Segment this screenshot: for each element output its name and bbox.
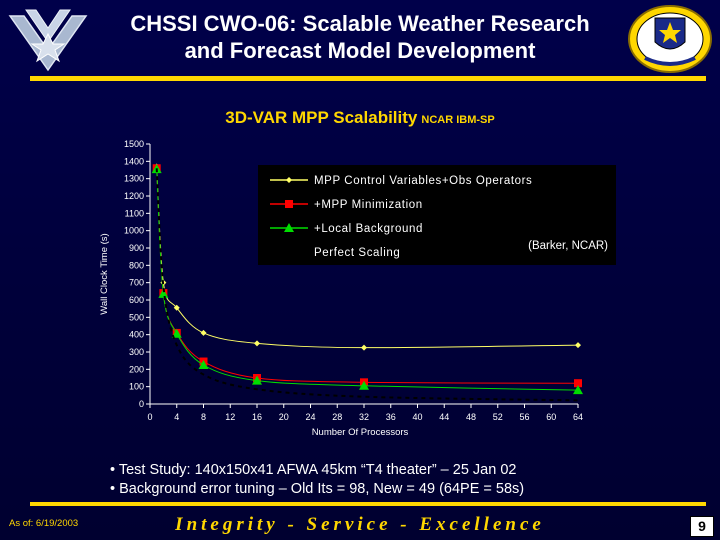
legend-label: MPP Control Variables+Obs Operators [314, 175, 532, 187]
x-tick-label: 52 [493, 412, 503, 422]
slide-title-line1: CHSSI CWO-06: Scalable Weather Research [130, 11, 590, 36]
y-tick-label: 400 [129, 330, 144, 340]
motto-footer: Integrity - Service - Excellence [175, 514, 545, 535]
data-point-diamond [361, 344, 367, 351]
x-tick-label: 0 [147, 412, 152, 422]
x-tick-label: 8 [201, 412, 206, 422]
slide-title: CHSSI CWO-06: Scalable Weather Research … [95, 10, 625, 64]
x-tick-label: 56 [519, 412, 529, 422]
data-point-triangle [252, 375, 262, 385]
x-tick-label: 64 [573, 412, 583, 422]
slide-title-line2: and Forecast Model Development [184, 38, 536, 63]
series-line [155, 168, 579, 402]
top-divider [30, 76, 706, 81]
data-point-triangle [171, 328, 182, 338]
chart-title-text: 3D-VAR MPP Scalability [225, 108, 418, 127]
y-tick-label: 1200 [124, 191, 144, 201]
x-tick-label: 44 [439, 412, 449, 422]
as-of-date: As of: 6/19/2003 [9, 518, 79, 529]
data-point-triangle [158, 288, 169, 298]
chart-axes: 0100200300400500600700800900100011001200… [99, 139, 583, 438]
chart-annotation: (Barker, NCAR) [528, 240, 608, 252]
data-point-diamond [254, 340, 260, 347]
data-point-square [574, 379, 582, 388]
chart-legend: MPP Control Variables+Obs Operators +MPP … [258, 165, 616, 265]
x-tick-label: 60 [546, 412, 556, 422]
bullet-list: • Test Study: 140x150x41 AFWA 45km “T4 t… [110, 461, 524, 499]
data-point-diamond [575, 342, 581, 349]
legend-label: Perfect Scaling [314, 247, 400, 259]
bullet-item: • Background error tuning – Old Its = 98… [110, 481, 525, 497]
page-number: 9 [690, 516, 714, 537]
chart-title: 3D-VAR MPP Scalability NCAR IBM-SP [0, 108, 720, 128]
data-point-triangle [573, 385, 583, 395]
chart-subtitle: NCAR IBM-SP [421, 114, 495, 126]
y-tick-label: 1500 [124, 139, 144, 149]
y-axis-label: Wall Clock Time (s) [99, 233, 110, 314]
y-tick-label: 1400 [124, 156, 144, 166]
y-tick-label: 0 [139, 399, 144, 409]
x-tick-label: 4 [174, 412, 179, 422]
x-tick-label: 48 [466, 412, 476, 422]
air-force-weather-agency-seal [628, 5, 712, 73]
air-force-symbol-logo [8, 9, 88, 72]
data-point-triangle [198, 360, 209, 369]
y-tick-label: 1000 [124, 226, 144, 236]
y-tick-label: 1100 [125, 208, 144, 218]
data-point-diamond [173, 304, 180, 311]
bottom-divider [30, 502, 706, 506]
data-point-diamond [286, 177, 292, 183]
legend-label: +Local Background [314, 223, 423, 235]
x-axis-label: Number Of Processors [312, 427, 409, 438]
legend-label: +MPP Minimization [314, 199, 423, 211]
y-tick-label: 500 [129, 312, 144, 322]
x-tick-label: 32 [359, 412, 369, 422]
y-tick-label: 900 [129, 243, 144, 253]
y-tick-label: 300 [129, 347, 144, 357]
x-tick-label: 24 [305, 412, 315, 422]
x-tick-label: 20 [279, 412, 289, 422]
legend-box [258, 165, 616, 265]
data-point-square [285, 200, 293, 208]
data-point-diamond [200, 329, 207, 336]
x-tick-label: 12 [225, 412, 235, 422]
y-tick-label: 1300 [124, 174, 144, 184]
x-tick-label: 36 [386, 412, 396, 422]
x-tick-label: 16 [252, 412, 262, 422]
x-tick-label: 40 [412, 412, 422, 422]
x-tick-label: 28 [332, 412, 342, 422]
y-tick-label: 200 [129, 364, 144, 374]
data-point-triangle [359, 380, 369, 390]
chart-series [151, 163, 583, 402]
data-point-triangle [284, 223, 294, 232]
series-3 [155, 168, 579, 402]
y-tick-label: 600 [129, 295, 144, 305]
y-tick-label: 100 [129, 382, 144, 392]
bullet-item: • Test Study: 140x150x41 AFWA 45km “T4 t… [110, 462, 517, 478]
y-tick-label: 800 [129, 260, 144, 270]
y-tick-label: 700 [129, 278, 144, 288]
